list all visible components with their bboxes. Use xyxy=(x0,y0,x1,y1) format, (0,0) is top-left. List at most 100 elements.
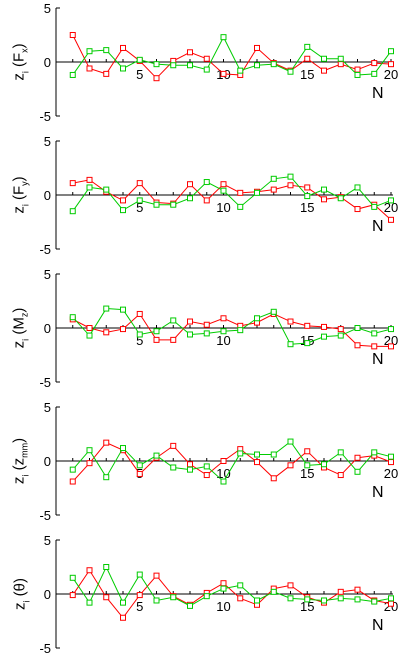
data-point-red xyxy=(304,184,311,191)
y-tick-label: 0 xyxy=(44,587,51,602)
x-tick-label: 20 xyxy=(384,200,398,215)
data-point-green xyxy=(86,599,93,606)
data-point-green xyxy=(69,574,76,581)
data-point-green xyxy=(270,588,277,595)
data-point-green xyxy=(270,308,277,315)
data-point-red xyxy=(254,459,260,466)
data-point-green xyxy=(321,461,327,468)
data-point-green xyxy=(120,306,126,313)
data-point-red xyxy=(220,70,227,77)
data-point-red xyxy=(321,67,327,74)
data-point-green xyxy=(220,585,227,592)
data-point-green xyxy=(187,466,193,473)
y-tick-label: -5 xyxy=(39,508,51,523)
data-point-green xyxy=(103,305,110,312)
y-tick-label: 0 xyxy=(44,454,51,469)
data-point-red xyxy=(203,321,210,328)
data-point-red xyxy=(321,196,327,203)
data-point-red xyxy=(86,567,93,574)
data-point-red xyxy=(203,197,210,204)
data-point-green xyxy=(354,596,361,603)
x-axis-label: N xyxy=(372,218,384,235)
data-point-green xyxy=(371,70,378,77)
x-tick-label: 15 xyxy=(300,599,314,614)
data-point-green xyxy=(86,184,93,191)
data-point-green xyxy=(254,189,260,196)
data-point-green xyxy=(203,330,210,337)
data-point-green xyxy=(120,65,126,72)
data-point-red xyxy=(170,336,177,343)
data-point-red xyxy=(220,580,227,587)
data-point-red xyxy=(287,182,294,189)
data-point-red xyxy=(354,586,361,593)
data-point-red xyxy=(304,322,311,329)
data-point-green xyxy=(153,597,160,604)
y-axis-label: zi (θ) xyxy=(11,577,32,611)
x-tick-label: 10 xyxy=(216,599,230,614)
data-point-green xyxy=(237,582,244,589)
data-point-green xyxy=(237,203,244,210)
y-axis-label: zi (Fx) xyxy=(10,43,31,81)
data-point-red xyxy=(69,180,76,187)
data-point-green xyxy=(304,193,311,200)
data-point-green xyxy=(187,62,193,69)
data-point-green xyxy=(203,593,210,600)
data-point-green xyxy=(153,201,160,208)
data-point-green xyxy=(321,186,327,193)
data-point-green xyxy=(170,317,177,324)
x-axis-label: N xyxy=(372,617,384,634)
data-point-red xyxy=(86,325,93,331)
y-tick-label: 0 xyxy=(44,55,51,70)
data-point-green xyxy=(220,34,227,41)
x-tick-label: 15 xyxy=(300,200,314,215)
data-point-green xyxy=(86,332,93,339)
data-point-green xyxy=(287,68,294,75)
y-tick-label: 5 xyxy=(44,1,51,16)
x-tick-label: 5 xyxy=(136,333,143,348)
x-axis-label: N xyxy=(372,351,384,368)
data-point-green xyxy=(321,597,327,604)
data-point-red xyxy=(237,189,244,196)
data-point-red xyxy=(187,181,193,188)
data-point-red xyxy=(103,329,110,336)
series-line-green xyxy=(72,176,392,212)
data-point-red xyxy=(337,326,344,333)
data-point-green xyxy=(86,447,93,454)
data-point-green xyxy=(69,71,76,78)
y-tick-label: -5 xyxy=(39,375,51,390)
data-point-green xyxy=(103,474,110,481)
data-point-green xyxy=(254,62,260,69)
data-point-green xyxy=(136,462,143,469)
data-point-green xyxy=(287,595,294,602)
data-point-green xyxy=(304,43,311,50)
data-point-green xyxy=(203,179,210,186)
y-tick-label: 0 xyxy=(44,188,51,203)
data-point-red xyxy=(120,44,126,51)
data-point-red xyxy=(354,206,361,213)
y-tick-label: 5 xyxy=(44,267,51,282)
y-tick-label: 5 xyxy=(44,533,51,548)
data-point-red xyxy=(388,216,394,223)
data-point-green xyxy=(270,175,277,182)
data-point-green xyxy=(153,328,160,335)
data-point-red xyxy=(86,176,93,183)
x-tick-label: 5 xyxy=(136,599,143,614)
data-point-green xyxy=(388,595,394,602)
x-tick-label: 10 xyxy=(216,333,230,348)
data-point-red xyxy=(287,318,294,325)
data-point-green xyxy=(220,478,227,485)
data-point-red xyxy=(170,442,177,449)
data-point-green xyxy=(304,596,311,603)
data-point-green xyxy=(304,340,311,347)
data-point-green xyxy=(388,326,394,333)
data-point-green xyxy=(354,325,361,331)
x-tick-label: 15 xyxy=(300,67,314,82)
data-point-green xyxy=(136,56,143,63)
data-point-red xyxy=(86,460,93,467)
data-point-red xyxy=(220,181,227,188)
